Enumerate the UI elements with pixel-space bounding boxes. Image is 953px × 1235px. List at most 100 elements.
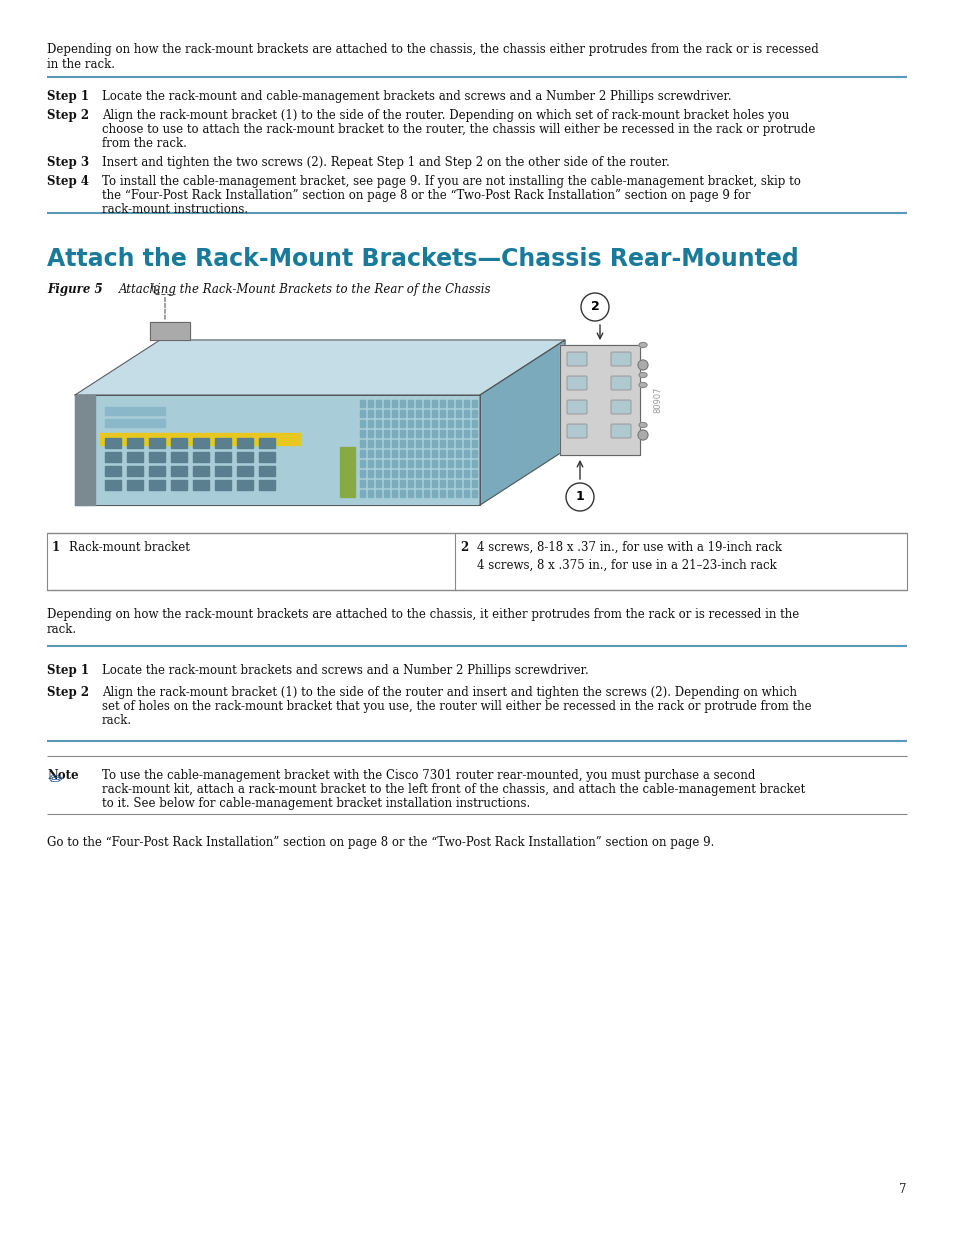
Bar <box>384 471 389 477</box>
FancyBboxPatch shape <box>610 375 630 390</box>
Bar <box>432 490 436 496</box>
Bar <box>416 430 420 437</box>
Bar <box>408 490 413 496</box>
Bar <box>448 440 453 447</box>
Bar <box>463 471 469 477</box>
Bar <box>416 440 420 447</box>
Bar <box>359 450 365 457</box>
Bar <box>105 466 121 475</box>
Bar <box>375 471 380 477</box>
Text: To install the cable-management bracket, see page 9. If you are not installing t: To install the cable-management bracket,… <box>102 175 800 188</box>
Bar <box>439 430 444 437</box>
FancyBboxPatch shape <box>610 400 630 414</box>
Bar <box>416 420 420 427</box>
Ellipse shape <box>639 422 646 427</box>
Text: Step 2: Step 2 <box>47 685 89 699</box>
Bar <box>375 440 380 447</box>
Text: Step 1: Step 1 <box>47 664 89 677</box>
Bar <box>423 420 429 427</box>
Bar <box>214 438 231 448</box>
Bar <box>432 430 436 437</box>
Bar <box>368 450 373 457</box>
Bar <box>105 480 121 490</box>
Text: 4 screws, 8 x .375 in., for use in a 21–23-inch rack: 4 screws, 8 x .375 in., for use in a 21–… <box>476 559 776 572</box>
Bar <box>463 450 469 457</box>
FancyBboxPatch shape <box>566 424 586 438</box>
Bar <box>472 480 476 487</box>
Bar <box>408 450 413 457</box>
Bar <box>375 410 380 417</box>
Bar <box>392 450 396 457</box>
Bar <box>432 440 436 447</box>
Bar <box>359 471 365 477</box>
Bar <box>439 459 444 467</box>
Bar <box>392 490 396 496</box>
Bar <box>432 471 436 477</box>
Bar <box>456 480 460 487</box>
Bar <box>171 466 187 475</box>
Bar <box>127 466 143 475</box>
Bar <box>359 420 365 427</box>
Bar <box>392 459 396 467</box>
Bar <box>399 459 405 467</box>
Bar <box>105 419 165 427</box>
Bar <box>456 400 460 408</box>
Text: 2: 2 <box>459 541 468 555</box>
Bar <box>416 410 420 417</box>
Text: Locate the rack-mount and cable-management brackets and screws and a Number 2 Ph: Locate the rack-mount and cable-manageme… <box>102 90 731 103</box>
Bar <box>439 400 444 408</box>
Bar <box>214 452 231 462</box>
Bar <box>127 480 143 490</box>
Bar <box>448 410 453 417</box>
Bar <box>384 400 389 408</box>
Bar <box>439 420 444 427</box>
Text: To use the cable-management bracket with the Cisco 7301 router rear-mounted, you: To use the cable-management bracket with… <box>102 769 755 782</box>
Text: Depending on how the rack-mount brackets are attached to the chassis, it either : Depending on how the rack-mount brackets… <box>47 608 799 621</box>
Bar <box>392 440 396 447</box>
Bar <box>399 450 405 457</box>
Circle shape <box>565 483 594 511</box>
Bar <box>368 400 373 408</box>
Circle shape <box>638 430 647 440</box>
Bar <box>359 440 365 447</box>
FancyBboxPatch shape <box>610 424 630 438</box>
Bar <box>463 410 469 417</box>
Bar <box>375 480 380 487</box>
Bar <box>416 471 420 477</box>
Bar <box>359 410 365 417</box>
Bar <box>416 400 420 408</box>
Bar <box>423 440 429 447</box>
Polygon shape <box>75 395 95 505</box>
Bar <box>375 450 380 457</box>
Text: Rack-mount bracket: Rack-mount bracket <box>69 541 190 555</box>
Bar <box>399 440 405 447</box>
Bar <box>384 430 389 437</box>
Bar <box>384 410 389 417</box>
Text: 4 screws, 8-18 x .37 in., for use with a 19-inch rack: 4 screws, 8-18 x .37 in., for use with a… <box>476 541 781 555</box>
Bar <box>392 420 396 427</box>
Bar <box>416 480 420 487</box>
Bar <box>439 410 444 417</box>
Text: Note: Note <box>47 769 78 782</box>
Ellipse shape <box>639 383 646 388</box>
Bar <box>193 480 209 490</box>
Bar <box>105 408 165 415</box>
Bar <box>236 452 253 462</box>
Text: Step 4: Step 4 <box>47 175 89 188</box>
Bar <box>375 430 380 437</box>
Text: rack.: rack. <box>47 622 77 636</box>
Bar <box>456 490 460 496</box>
Text: Attaching the Rack-Mount Brackets to the Rear of the Chassis: Attaching the Rack-Mount Brackets to the… <box>119 283 491 296</box>
Bar <box>416 450 420 457</box>
Bar <box>448 400 453 408</box>
Circle shape <box>638 359 647 370</box>
Bar <box>127 452 143 462</box>
Bar <box>149 438 165 448</box>
Polygon shape <box>559 345 639 454</box>
Bar <box>439 490 444 496</box>
Bar <box>105 438 121 448</box>
Text: Align the rack-mount bracket (1) to the side of the router. Depending on which s: Align the rack-mount bracket (1) to the … <box>102 109 788 122</box>
Bar <box>399 471 405 477</box>
Bar <box>423 480 429 487</box>
Bar <box>472 450 476 457</box>
